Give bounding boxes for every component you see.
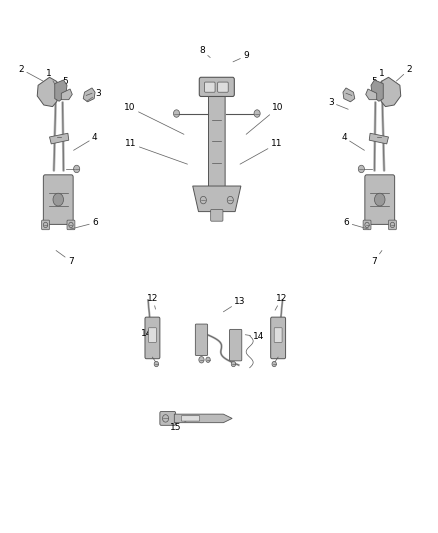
FancyBboxPatch shape <box>199 77 234 96</box>
Text: 3: 3 <box>87 89 101 101</box>
Polygon shape <box>343 88 355 102</box>
Polygon shape <box>37 77 57 107</box>
Circle shape <box>53 193 64 206</box>
Polygon shape <box>193 186 241 212</box>
FancyBboxPatch shape <box>205 82 215 92</box>
Polygon shape <box>369 133 389 144</box>
Text: 10: 10 <box>246 103 284 134</box>
Circle shape <box>272 361 276 367</box>
Text: 1: 1 <box>379 69 385 86</box>
Text: 11: 11 <box>240 140 282 164</box>
Text: 15: 15 <box>170 420 187 432</box>
FancyBboxPatch shape <box>181 416 200 421</box>
Polygon shape <box>61 89 72 100</box>
FancyBboxPatch shape <box>218 82 228 92</box>
Text: 11: 11 <box>125 140 187 164</box>
Circle shape <box>206 357 210 362</box>
Text: 3: 3 <box>328 98 348 109</box>
Circle shape <box>199 357 204 363</box>
Circle shape <box>227 196 233 204</box>
FancyBboxPatch shape <box>43 175 73 224</box>
Polygon shape <box>55 80 67 101</box>
Text: 1: 1 <box>46 69 56 86</box>
Polygon shape <box>381 77 401 107</box>
Circle shape <box>374 193 385 206</box>
Polygon shape <box>366 89 377 100</box>
Circle shape <box>365 222 369 228</box>
Circle shape <box>154 361 159 367</box>
Circle shape <box>254 110 260 117</box>
FancyBboxPatch shape <box>274 328 282 342</box>
Text: 9: 9 <box>233 52 249 62</box>
FancyBboxPatch shape <box>363 220 371 230</box>
Circle shape <box>200 196 206 204</box>
FancyBboxPatch shape <box>365 175 395 224</box>
Circle shape <box>43 222 48 228</box>
Text: 6: 6 <box>70 219 98 229</box>
FancyBboxPatch shape <box>145 317 160 359</box>
Text: 4: 4 <box>341 133 364 150</box>
Polygon shape <box>174 414 232 423</box>
FancyBboxPatch shape <box>195 324 208 356</box>
Text: 4: 4 <box>74 133 98 150</box>
Text: 14: 14 <box>141 329 154 338</box>
FancyBboxPatch shape <box>42 220 49 230</box>
FancyBboxPatch shape <box>211 209 223 221</box>
Text: 13: 13 <box>223 297 246 312</box>
Circle shape <box>390 222 395 228</box>
Text: 12: 12 <box>147 294 159 309</box>
Text: 10: 10 <box>124 103 184 134</box>
FancyBboxPatch shape <box>271 317 286 359</box>
Text: 8: 8 <box>199 46 210 58</box>
FancyBboxPatch shape <box>208 93 225 188</box>
Text: 2: 2 <box>396 65 412 81</box>
FancyBboxPatch shape <box>389 220 396 230</box>
Text: 14: 14 <box>245 333 265 341</box>
Text: 12: 12 <box>275 294 287 310</box>
Circle shape <box>173 110 180 117</box>
Text: 2: 2 <box>18 65 43 81</box>
FancyBboxPatch shape <box>67 220 75 230</box>
Circle shape <box>74 165 80 173</box>
Polygon shape <box>371 80 383 101</box>
Circle shape <box>231 361 236 367</box>
Text: 7: 7 <box>371 251 382 265</box>
Text: 7: 7 <box>56 251 74 265</box>
Text: 5: 5 <box>371 77 377 92</box>
Circle shape <box>358 165 364 173</box>
FancyBboxPatch shape <box>230 329 242 361</box>
FancyBboxPatch shape <box>148 328 156 342</box>
Polygon shape <box>83 88 95 102</box>
Circle shape <box>69 222 73 228</box>
Circle shape <box>162 415 169 422</box>
Text: 6: 6 <box>344 219 369 229</box>
FancyBboxPatch shape <box>160 411 176 425</box>
Polygon shape <box>49 133 69 144</box>
Text: 5: 5 <box>62 77 68 92</box>
